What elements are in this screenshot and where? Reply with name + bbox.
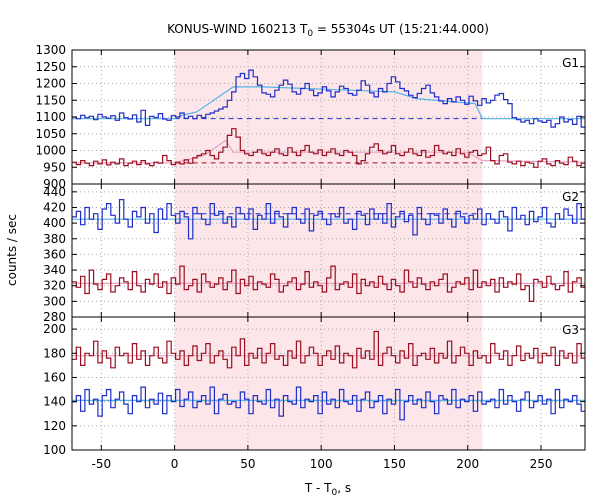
highlight-band: [174, 317, 483, 450]
x-axis-title: T - T0, s: [304, 481, 351, 498]
y-tick-label: 140: [43, 395, 66, 409]
y-tick-label: 300: [43, 294, 66, 308]
x-axis-title-subscript: 0: [332, 488, 338, 498]
series-line-blue: [72, 199, 585, 240]
x-axis-title-main: T - T: [304, 481, 332, 495]
y-tick-label: 320: [43, 279, 66, 293]
x-tick-label: -50: [92, 457, 112, 471]
y-tick-label: 380: [43, 232, 66, 246]
x-tick-label: 50: [240, 457, 255, 471]
x-axis-title-rest: , s: [337, 481, 351, 495]
plot-layer: 9009501000105011001150120012501300G12803…: [35, 43, 586, 471]
y-tick-label: 900: [43, 177, 66, 191]
panel-g3: 100 120 140 160 180 200 G3 -50 0 50 100 150 200 250: [43, 316, 586, 471]
series-line-red: [72, 128, 585, 168]
y-tick-label: 100: [43, 443, 66, 457]
panel-label: G2: [562, 190, 579, 204]
y-tick-label: 120: [43, 419, 66, 433]
y-tick-label: 1150: [35, 93, 66, 107]
y-tick-label: 180: [43, 346, 66, 360]
y-tick-label: 950: [43, 160, 66, 174]
y-tick-label: 1100: [35, 110, 66, 124]
chart-title-subscript: 0: [307, 29, 313, 39]
y-tick-label: 1250: [35, 60, 66, 74]
series-line-blue: [72, 69, 585, 128]
panel-label: G1: [562, 56, 579, 70]
panel-label: G3: [562, 323, 579, 337]
x-tick-label: 250: [530, 457, 553, 471]
y-tick-label: 1050: [35, 127, 66, 141]
panel-frame: [71, 316, 586, 451]
y-tick-label: 200: [43, 322, 66, 336]
y-tick-label: 1200: [35, 77, 66, 91]
y-tick-label: 360: [43, 247, 66, 261]
panel-plot-area: [72, 69, 585, 168]
x-tick-label: 0: [171, 457, 179, 471]
panel-g1: 900 950 1000 1050 1100 1150 1200 1250 1300 G1: [35, 43, 586, 191]
y-tick-label: 420: [43, 200, 66, 214]
x-tick-label: 150: [383, 457, 406, 471]
y-tick-label: 440: [43, 185, 66, 199]
highlight-band: [174, 184, 483, 317]
chart-title: KONUS-WIND 160213 T0 = 55304s UT (15:21:…: [167, 22, 489, 39]
y-tick-label: 1000: [35, 144, 66, 158]
y-tick-label: 1300: [35, 43, 66, 57]
x-tick-label: 100: [310, 457, 333, 471]
chart-title-rest: = 55304s UT (15:21:44.000): [313, 22, 489, 36]
chart-title-main: KONUS-WIND 160213 T: [167, 22, 308, 36]
series-line-red: [72, 330, 585, 369]
series-line-blue: [72, 386, 585, 421]
y-tick-label: 400: [43, 216, 66, 230]
y-tick-label: 280: [43, 310, 66, 324]
y-axis-title: counts / sec: [5, 214, 19, 286]
panel-plot-area: [72, 330, 585, 421]
y-tick-label: 160: [43, 370, 66, 384]
panel-plot-area: [72, 199, 585, 302]
y-tick-label: 340: [43, 263, 66, 277]
x-tick-label: 200: [456, 457, 479, 471]
series-line-red: [72, 265, 585, 302]
